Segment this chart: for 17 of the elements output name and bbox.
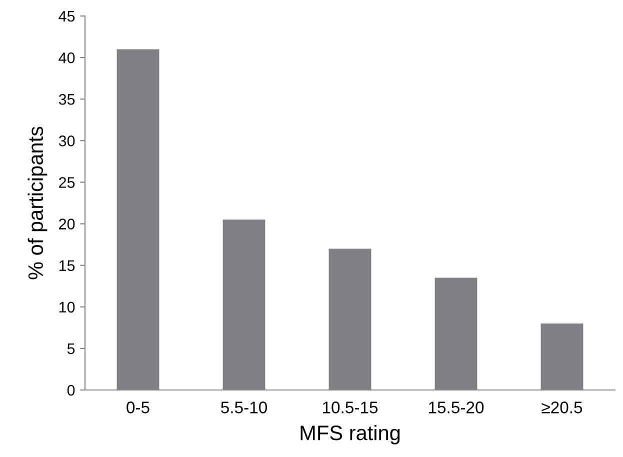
y-tick-label: 5 xyxy=(67,343,75,354)
y-tick-label: 30 xyxy=(58,136,75,146)
y-tick-label: 0 xyxy=(67,384,75,396)
y-tick-label: 10 xyxy=(59,302,75,313)
x-tick-label: 10.5-15 xyxy=(323,402,378,414)
y-tick-label: 20 xyxy=(59,218,75,230)
x-tick-label: ≥20.5 xyxy=(542,402,582,414)
y-tick-label: 15 xyxy=(59,260,75,272)
x-tick-label: 15.5-20 xyxy=(429,402,484,414)
x-axis-title: MFS rating xyxy=(300,424,400,444)
x-tick-label: 5.5-10 xyxy=(221,402,267,414)
y-tick-label: 40 xyxy=(58,52,75,64)
y-axis-title: % of participants xyxy=(28,126,48,280)
y-tick-label: 35 xyxy=(58,94,75,105)
y-tick-label: 45 xyxy=(58,11,75,22)
x-tick-label: 0-5 xyxy=(126,402,150,414)
y-tick-label: 25 xyxy=(59,177,75,188)
